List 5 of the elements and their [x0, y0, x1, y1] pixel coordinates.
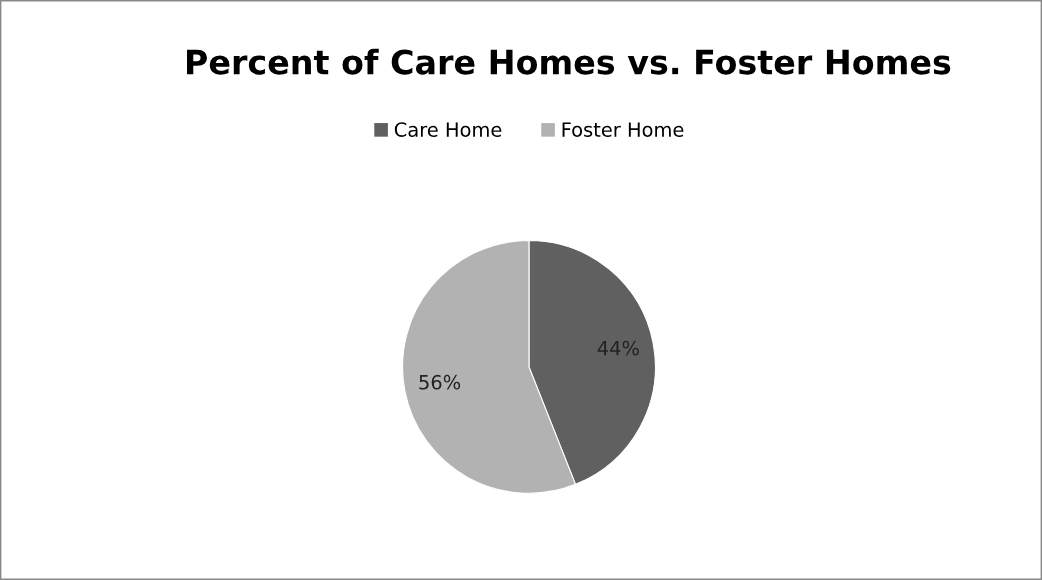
- data-label: 44%: [597, 340, 639, 356]
- data-label: 56%: [419, 374, 461, 390]
- legend-label: Foster Home: [562, 122, 684, 137]
- legend-label: Care Home: [394, 122, 502, 137]
- chart-title: Percent of Care Homes vs. Foster Homes: [187, 48, 951, 75]
